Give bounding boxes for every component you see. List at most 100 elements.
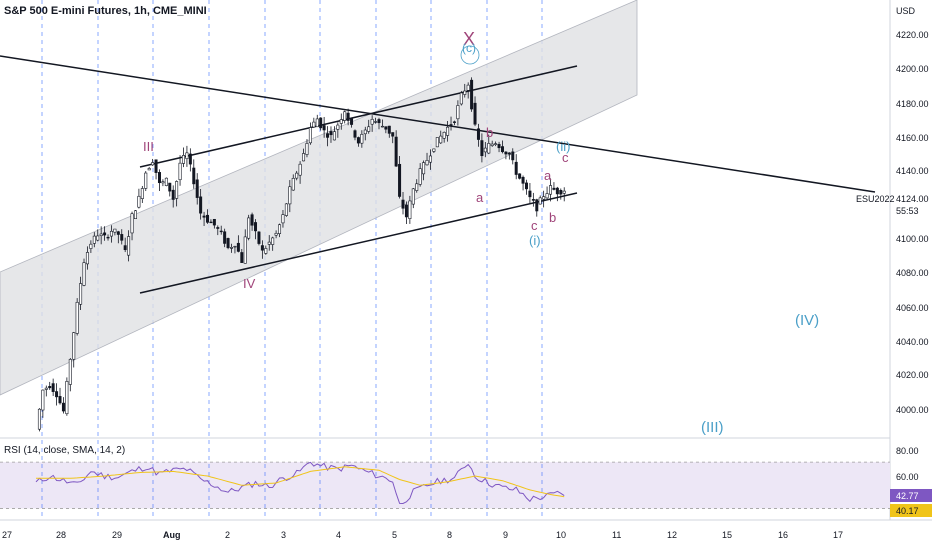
candle-body	[123, 245, 127, 251]
time-tick: 11	[612, 530, 621, 540]
wave-label-c-right: c	[562, 150, 569, 165]
wave-label-a-right: a	[544, 168, 552, 183]
candle-body	[370, 118, 374, 125]
candle-body	[312, 121, 316, 128]
candle-body	[109, 230, 113, 237]
candle-body	[411, 188, 415, 205]
candle-body	[494, 143, 498, 145]
candle-body	[164, 177, 168, 186]
candle-body	[476, 128, 480, 140]
candle-body	[209, 221, 213, 224]
candle-body	[401, 199, 405, 209]
descending-trendline[interactable]	[0, 55, 876, 193]
candle-body	[82, 262, 86, 286]
candle-body	[72, 332, 76, 360]
candle-body	[415, 183, 419, 191]
candle-body	[223, 231, 227, 244]
candle-body	[350, 118, 354, 125]
candle-body	[254, 222, 258, 232]
wave-label-b-right: b	[549, 210, 556, 225]
price-tick: 4100.00	[896, 234, 929, 244]
time-tick: 15	[722, 530, 732, 540]
candle-body	[278, 224, 282, 234]
candle-body	[195, 179, 199, 198]
candle-body	[79, 283, 83, 305]
candle-body	[439, 135, 443, 144]
time-axis[interactable]: 27 28 29 Aug 2 3 4 5 8 9 10 11 12 15 16 …	[2, 530, 843, 540]
candle-body	[442, 131, 446, 139]
candle-body	[391, 132, 395, 137]
time-tick: 28	[56, 530, 66, 540]
candle-body	[456, 105, 460, 120]
price-tick: 4000.00	[896, 405, 929, 415]
candle-body	[500, 146, 504, 153]
candle-body	[545, 193, 549, 199]
candle-body	[140, 188, 144, 199]
candle-body	[151, 162, 155, 166]
candle-body	[85, 252, 89, 265]
candle-body	[518, 173, 522, 179]
wave-label-c-paren: (c)	[462, 41, 476, 55]
candle-body	[113, 228, 117, 233]
candle-body	[329, 131, 333, 136]
candle-body	[188, 153, 192, 165]
price-tick: 4220.00	[896, 30, 929, 40]
candle-body	[89, 243, 93, 249]
candle-body	[161, 181, 165, 184]
candle-body	[487, 143, 491, 154]
wedge-lower-line[interactable]	[139, 192, 578, 294]
candle-body	[384, 126, 388, 130]
candle-body	[374, 121, 378, 123]
price-tick: 4060.00	[896, 303, 929, 313]
candle-body	[398, 163, 402, 197]
candle-body	[422, 162, 426, 175]
candle-body	[363, 129, 367, 135]
candle-body	[171, 189, 175, 200]
candle-body	[319, 117, 323, 129]
candle-body	[212, 218, 216, 226]
candle-body	[322, 125, 326, 131]
candle-body	[257, 231, 261, 244]
rsi-tick: 80.00	[896, 446, 919, 456]
parallel-channel[interactable]	[0, 0, 638, 396]
candle-body	[507, 152, 511, 155]
candle-body	[181, 155, 185, 164]
candle-body	[466, 84, 470, 91]
candle-body	[230, 247, 234, 249]
candle-body	[226, 238, 230, 249]
candle-body	[380, 125, 384, 128]
candle-body	[250, 214, 254, 226]
candle-body	[284, 203, 288, 216]
time-tick: 27	[2, 530, 12, 540]
candle-body	[75, 301, 79, 334]
candle-body	[346, 112, 350, 121]
time-tick: 29	[112, 530, 122, 540]
candle-body	[240, 252, 244, 263]
candle-body	[96, 235, 100, 241]
time-tick: 5	[392, 530, 397, 540]
price-axis[interactable]: 4220.00 4200.00 4180.00 4160.00 4140.00 …	[896, 30, 929, 415]
candle-body	[356, 137, 360, 144]
candle-series	[37, 77, 566, 432]
time-tick: 3	[281, 530, 286, 540]
candle-body	[41, 389, 45, 411]
candle-body	[452, 121, 456, 123]
candle-body	[51, 383, 55, 392]
candle-body	[61, 402, 65, 412]
candle-body	[308, 127, 312, 144]
candle-body	[538, 197, 542, 205]
candle-body	[535, 199, 539, 212]
candle-body	[367, 126, 371, 132]
candle-body	[65, 381, 69, 415]
candle-body	[116, 231, 120, 235]
wedge-upper-line[interactable]	[139, 65, 578, 168]
price-tick: 4160.00	[896, 133, 929, 143]
candle-body	[48, 386, 52, 389]
candle-body	[295, 172, 299, 179]
candle-body	[446, 126, 450, 136]
candle-body	[185, 152, 189, 160]
candle-body	[394, 136, 398, 167]
candle-body	[271, 237, 275, 245]
candle-body	[99, 233, 103, 237]
